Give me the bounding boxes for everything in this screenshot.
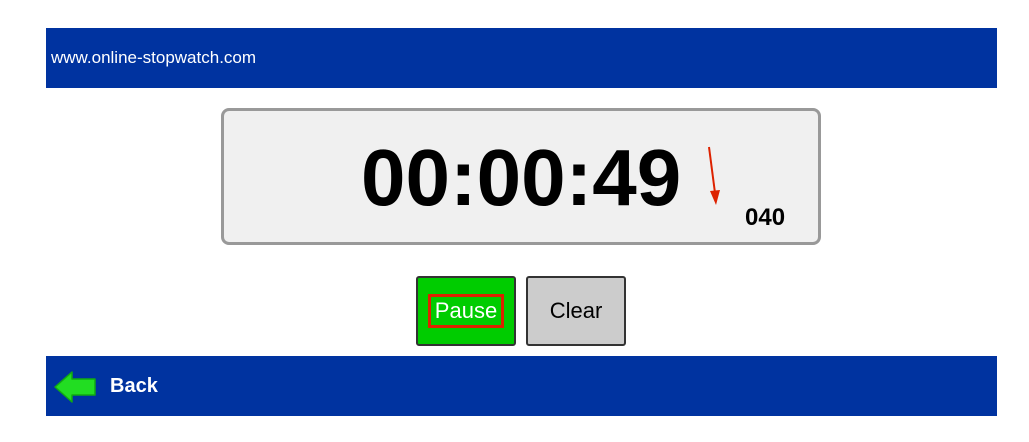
site-name: www.online-stopwatch.com	[51, 48, 257, 67]
back-button[interactable]: Back	[46, 356, 997, 416]
red-arrow-annotation-icon	[708, 146, 720, 205]
clear-button-label: Clear	[549, 298, 603, 323]
stopwatch-milliseconds: 040	[745, 204, 786, 231]
clear-button[interactable]: Clear	[526, 276, 626, 346]
stopwatch-time: 00:00:49	[361, 133, 682, 222]
left-arrow-icon	[54, 371, 96, 403]
pause-button-label: Pause	[427, 294, 505, 328]
stopwatch-display: 00:00:49 040	[221, 108, 821, 245]
site-header: www.online-stopwatch.com	[46, 28, 997, 88]
back-label: Back	[110, 375, 158, 397]
pause-button[interactable]: Pause	[416, 276, 516, 346]
